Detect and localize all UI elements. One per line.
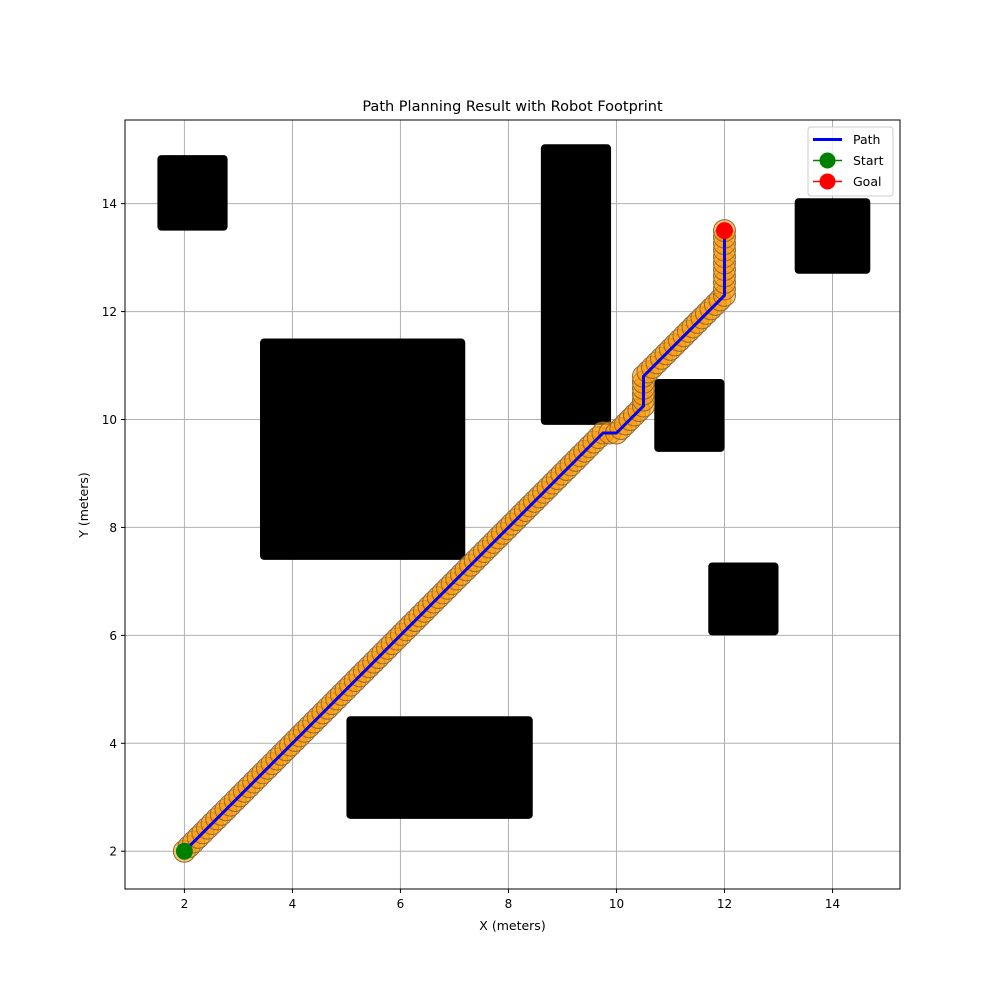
obstacle bbox=[794, 198, 871, 274]
legend: Path Start Goal bbox=[807, 126, 894, 197]
y-tick-label: 10 bbox=[102, 413, 117, 427]
obstacle bbox=[157, 155, 228, 231]
y-tick-label: 6 bbox=[109, 629, 117, 643]
endpoint-markers bbox=[175, 222, 733, 860]
legend-start-label: Start bbox=[853, 153, 884, 168]
plot-frame bbox=[124, 119, 901, 890]
legend-path-label: Path bbox=[853, 132, 880, 147]
obstacles bbox=[157, 144, 871, 819]
obstacle bbox=[346, 716, 533, 819]
x-tick-label: 12 bbox=[717, 897, 732, 911]
x-tick-label: 14 bbox=[825, 897, 840, 911]
y-tick-label: 4 bbox=[109, 737, 117, 751]
obstacle bbox=[260, 338, 466, 560]
y-axis-label: Y (meters) bbox=[76, 472, 91, 538]
obstacle bbox=[708, 562, 779, 636]
y-tick-label: 14 bbox=[102, 197, 117, 211]
path-series bbox=[183, 230, 726, 853]
legend-goal-marker bbox=[819, 173, 836, 190]
obstacle bbox=[654, 379, 725, 452]
x-tick-label: 4 bbox=[289, 897, 297, 911]
x-tick-label: 10 bbox=[609, 897, 624, 911]
x-tick-label: 6 bbox=[397, 897, 405, 911]
x-axis-label: X (meters) bbox=[479, 918, 545, 933]
legend-goal-label: Goal bbox=[853, 174, 881, 189]
y-tick-label: 8 bbox=[109, 521, 117, 535]
y-tick-label: 2 bbox=[109, 845, 117, 859]
legend-start-marker bbox=[819, 152, 836, 169]
axis-ticks: 2 4 6 8 10 12 14 2 4 6 8 10 12 14 bbox=[102, 197, 840, 911]
path-line bbox=[183, 230, 726, 853]
x-tick-label: 8 bbox=[505, 897, 513, 911]
start-marker bbox=[175, 842, 193, 860]
x-tick-label: 2 bbox=[181, 897, 189, 911]
chart-title: Path Planning Result with Robot Footprin… bbox=[362, 99, 663, 115]
y-tick-label: 12 bbox=[102, 305, 117, 319]
goal-marker bbox=[715, 222, 733, 240]
obstacle bbox=[540, 144, 612, 425]
